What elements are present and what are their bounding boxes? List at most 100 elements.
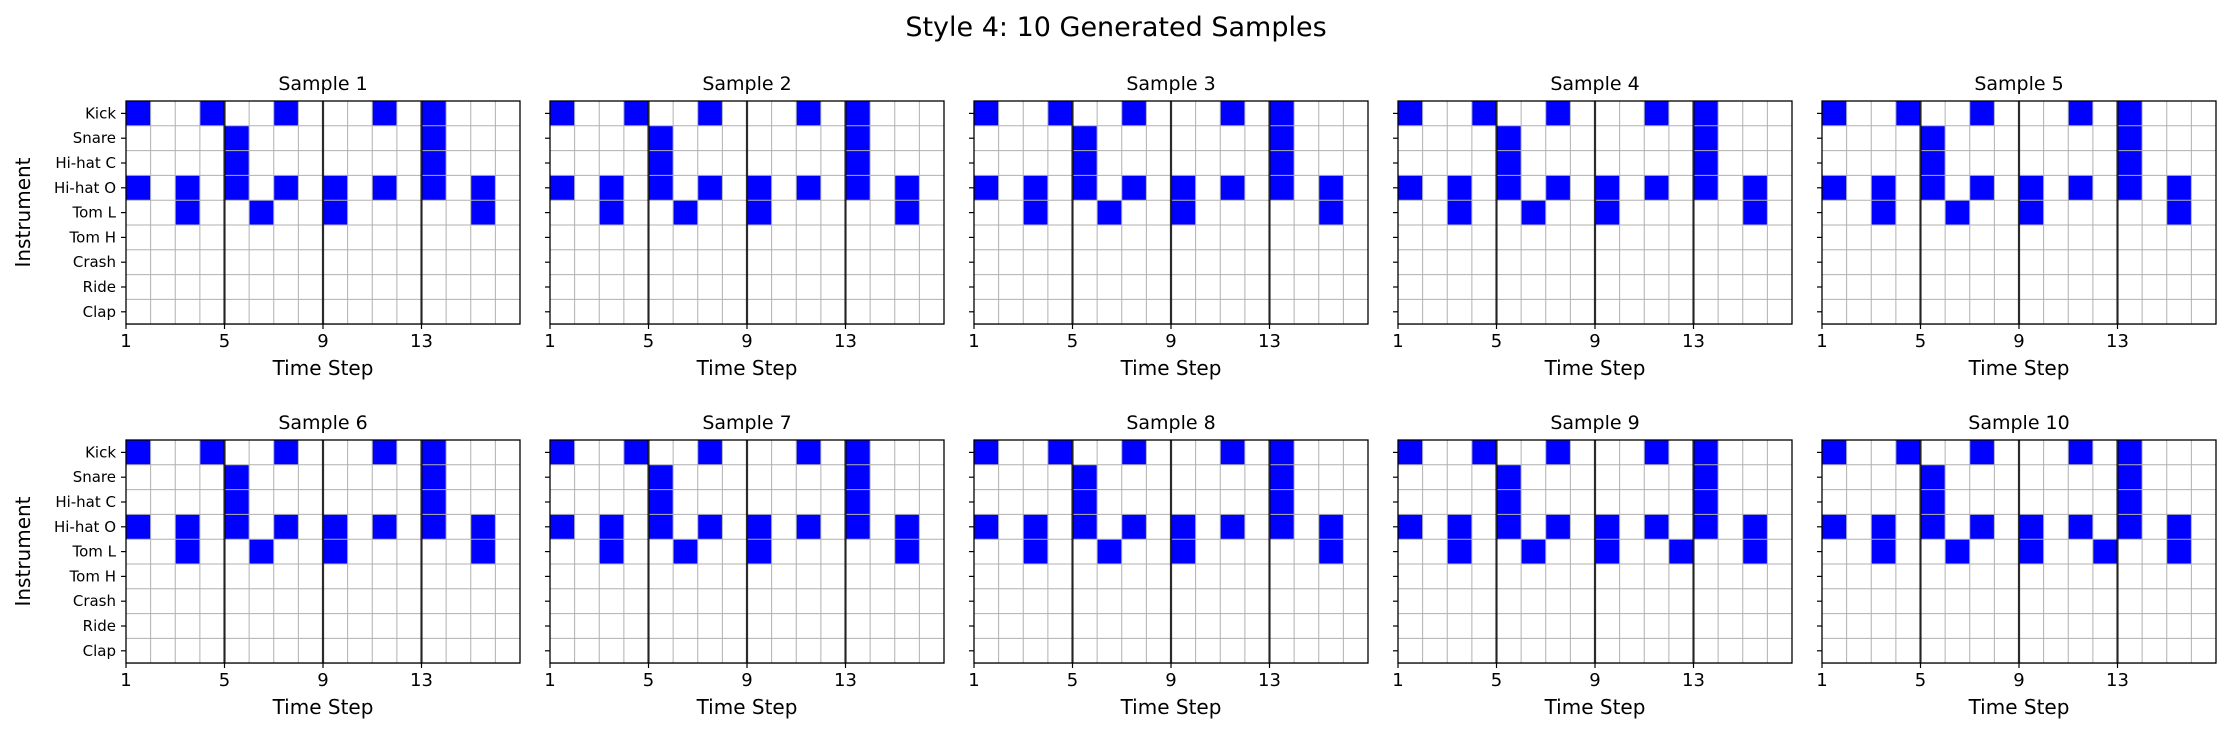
hit-cell xyxy=(1693,440,1719,465)
hit-cell xyxy=(1920,514,1946,540)
hit-cell xyxy=(550,514,575,540)
hit-cell xyxy=(1121,175,1147,201)
hit-cell xyxy=(126,440,151,465)
x-tick-label: 1 xyxy=(1816,670,1827,691)
hit-cell xyxy=(2019,539,2044,564)
hit-cell xyxy=(1871,539,1896,564)
hit-cell xyxy=(599,200,624,225)
hit-cell xyxy=(421,150,447,176)
instrument-label: Crash xyxy=(73,253,116,271)
hit-cell xyxy=(470,514,496,540)
hit-cell xyxy=(1447,514,1472,540)
x-tick-label: 5 xyxy=(1491,331,1502,352)
hit-cell xyxy=(224,464,250,490)
sample-panel: Sample 1 1 5 9 13 Time Step Kick Snare Hi-hat C H… xyxy=(11,73,521,380)
hit-cell xyxy=(1072,489,1098,515)
x-tick-label: 9 xyxy=(317,331,328,352)
x-tick-label: 9 xyxy=(1165,670,1176,691)
hit-cell xyxy=(648,125,674,151)
hit-cell xyxy=(1742,539,1768,564)
hit-cell xyxy=(273,175,299,201)
hit-cell xyxy=(673,539,698,564)
hit-cell xyxy=(1496,125,1522,151)
hit-cell xyxy=(697,175,723,201)
hit-cell xyxy=(796,514,821,540)
hit-cell xyxy=(550,101,575,126)
hit-cell xyxy=(1521,200,1546,225)
instrument-label: Tom H xyxy=(69,567,116,585)
hit-cell xyxy=(224,514,250,540)
x-tick-label: 1 xyxy=(544,670,555,691)
hit-cell xyxy=(224,125,250,151)
hit-cell xyxy=(1945,539,1970,564)
x-axis-label: Time Step xyxy=(1544,356,1646,380)
instrument-label: Hi-hat O xyxy=(54,179,116,197)
x-tick-label: 13 xyxy=(410,670,433,691)
hit-cell xyxy=(1871,514,1896,540)
hit-cell xyxy=(1969,101,1995,126)
hit-cell xyxy=(1693,150,1719,176)
hit-cell xyxy=(1969,440,1995,465)
x-tick-label: 5 xyxy=(643,670,654,691)
hit-cell xyxy=(1644,514,1669,540)
hit-cell xyxy=(224,175,250,201)
hit-cell xyxy=(1693,464,1719,490)
hit-cell xyxy=(1121,440,1147,465)
hit-cell xyxy=(1171,200,1196,225)
x-tick-label: 9 xyxy=(2013,670,2024,691)
hit-cell xyxy=(1023,200,1048,225)
x-tick-label: 9 xyxy=(1165,331,1176,352)
hit-cell xyxy=(796,101,821,126)
x-tick-label: 5 xyxy=(1067,670,1078,691)
hit-cell xyxy=(1072,175,1098,201)
hit-cell xyxy=(2019,200,2044,225)
instrument-label: Hi-hat O xyxy=(54,518,116,536)
panel-title: Sample 8 xyxy=(1126,412,1215,434)
panel-title: Sample 10 xyxy=(1968,412,2069,434)
hit-cell xyxy=(421,514,447,540)
hit-cell xyxy=(1269,125,1295,151)
x-axis-label: Time Step xyxy=(1120,356,1222,380)
hit-cell xyxy=(1269,101,1295,126)
hit-cell xyxy=(1072,125,1098,151)
instrument-label: Clap xyxy=(83,642,116,660)
hit-cell xyxy=(1097,200,1122,225)
hit-cell xyxy=(845,464,871,490)
instrument-label: Kick xyxy=(85,443,116,461)
hit-cell xyxy=(1471,440,1497,465)
hit-cell xyxy=(623,101,649,126)
x-tick-label: 13 xyxy=(1258,670,1281,691)
hit-cell xyxy=(1220,514,1245,540)
hit-cell xyxy=(2166,539,2192,564)
hit-cell xyxy=(421,125,447,151)
hit-cell xyxy=(1742,514,1768,540)
sample-panel: Sample 8 1 5 9 13 Time Step xyxy=(968,412,1369,719)
x-axis-label: Time Step xyxy=(272,356,374,380)
hit-cell xyxy=(747,539,772,564)
hit-cell xyxy=(1822,101,1847,126)
hit-cell xyxy=(1269,440,1295,465)
hit-cell xyxy=(1447,200,1472,225)
hit-cell xyxy=(1693,125,1719,151)
hit-cell xyxy=(845,514,871,540)
x-tick-label: 5 xyxy=(1067,331,1078,352)
hit-cell xyxy=(1121,101,1147,126)
hit-cell xyxy=(599,175,624,201)
hit-cell xyxy=(2166,514,2192,540)
hit-cell xyxy=(126,175,151,201)
hit-cell xyxy=(1496,514,1522,540)
hit-cell xyxy=(1269,175,1295,201)
hit-cell xyxy=(421,489,447,515)
hit-cell xyxy=(224,150,250,176)
hit-cell xyxy=(1220,175,1245,201)
hit-cell xyxy=(673,200,698,225)
x-tick-label: 13 xyxy=(410,331,433,352)
x-tick-label: 1 xyxy=(1816,331,1827,352)
x-tick-label: 5 xyxy=(219,331,230,352)
hit-cell xyxy=(1693,514,1719,540)
hit-cell xyxy=(1595,175,1620,201)
hit-cell xyxy=(1595,200,1620,225)
hit-cell xyxy=(1693,175,1719,201)
hit-cell xyxy=(2117,489,2143,515)
x-tick-label: 1 xyxy=(968,670,979,691)
